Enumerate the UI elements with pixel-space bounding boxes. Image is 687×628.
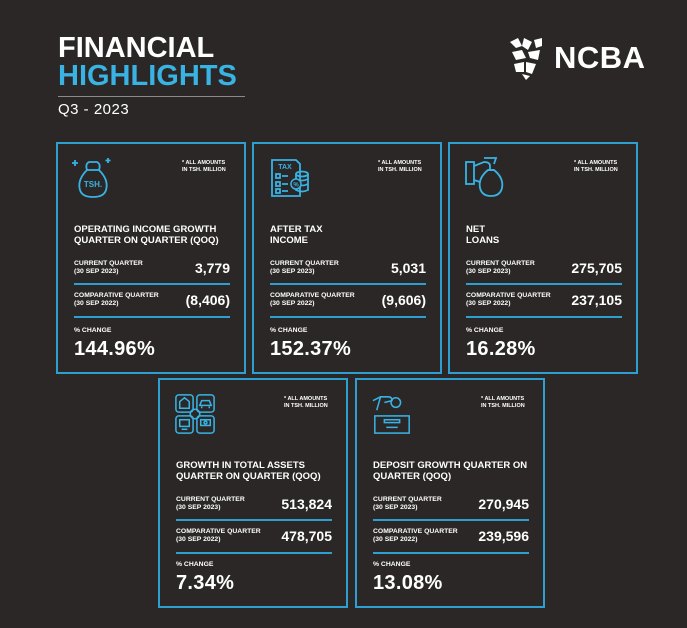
card-heading: NET LOANS [466, 224, 500, 246]
comparative-quarter-label: COMPARATIVE QUARTER [466, 292, 551, 299]
current-quarter-label: CURRENT QUARTER [74, 260, 143, 267]
row-divider [74, 283, 230, 285]
change-value: 13.08% [373, 572, 443, 594]
comparative-quarter-row: COMPARATIVE QUARTER (30 SEP 2022) (9,606) [270, 292, 426, 308]
row-divider [270, 283, 426, 285]
amounts-note: * ALL AMOUNTS IN TSH. MILLION [182, 160, 226, 173]
card-heading: AFTER TAX INCOME [270, 224, 323, 246]
comparative-quarter-date: (30 SEP 2022) [466, 300, 511, 307]
comparative-quarter-label: COMPARATIVE QUARTER [74, 292, 159, 299]
card-operating-income: TSH. * ALL AMOUNTS IN TSH. MILLION OPERA… [56, 142, 246, 374]
comparative-quarter-label: COMPARATIVE QUARTER [270, 292, 355, 299]
logo-text: NCBA [554, 40, 646, 75]
card-after-tax-income: TAX % * ALL AMOUNTS IN TSH. MILLION AFTE… [252, 142, 442, 374]
comparative-quarter-value: 239,596 [478, 528, 529, 544]
change-value: 7.34% [176, 572, 235, 594]
amounts-note: * ALL AMOUNTS IN TSH. MILLION [574, 160, 618, 173]
comparative-quarter-date: (30 SEP 2022) [176, 536, 221, 543]
current-quarter-date: (30 SEP 2023) [176, 504, 221, 511]
current-quarter-row: CURRENT QUARTER (30 SEP 2023) 3,779 [74, 260, 230, 276]
current-quarter-label: CURRENT QUARTER [466, 260, 535, 267]
row-divider [176, 519, 332, 521]
comparative-quarter-row: COMPARATIVE QUARTER (30 SEP 2022) 239,596 [373, 528, 529, 544]
current-quarter-row: CURRENT QUARTER (30 SEP 2023) 275,705 [466, 260, 622, 276]
comparative-quarter-label: COMPARATIVE QUARTER [176, 528, 261, 535]
comparative-quarter-row: COMPARATIVE QUARTER (30 SEP 2022) 237,105 [466, 292, 622, 308]
card-deposit-growth: * ALL AMOUNTS IN TSH. MILLION DEPOSIT GR… [355, 378, 545, 608]
current-quarter-value: 513,824 [281, 496, 332, 512]
title-divider [58, 96, 245, 97]
svg-text:%: % [293, 183, 299, 189]
comparative-quarter-value: 478,705 [281, 528, 332, 544]
current-quarter-date: (30 SEP 2023) [74, 268, 119, 275]
row-divider [373, 552, 529, 554]
row-divider [74, 316, 230, 318]
card-total-assets: * ALL AMOUNTS IN TSH. MILLION GROWTH IN … [158, 378, 348, 608]
assets-grid-icon [175, 394, 215, 434]
amounts-note: * ALL AMOUNTS IN TSH. MILLION [284, 396, 328, 409]
change-label: % CHANGE [466, 327, 504, 334]
page-title: FINANCIAL HIGHLIGHTS [58, 32, 237, 92]
current-quarter-label: CURRENT QUARTER [373, 496, 442, 503]
current-quarter-row: CURRENT QUARTER (30 SEP 2023) 513,824 [176, 496, 332, 512]
row-divider [176, 552, 332, 554]
comparative-quarter-date: (30 SEP 2022) [270, 300, 315, 307]
card-net-loans: * ALL AMOUNTS IN TSH. MILLION NET LOANS … [448, 142, 638, 374]
comparative-quarter-label: COMPARATIVE QUARTER [373, 528, 458, 535]
card-heading: DEPOSIT GROWTH QUARTER ON QUARTER (QOQ) [373, 460, 528, 482]
current-quarter-value: 270,945 [478, 496, 529, 512]
ncba-mark-icon [510, 38, 542, 80]
money-bag-icon: TSH. [72, 158, 111, 198]
row-divider [466, 316, 622, 318]
current-quarter-value: 5,031 [390, 260, 426, 276]
title-line-1: FINANCIAL [58, 32, 215, 64]
money-bag-label: TSH. [84, 180, 102, 189]
ncba-logo: NCBA [508, 36, 646, 80]
change-value: 144.96% [74, 338, 156, 360]
period-label: Q3 - 2023 [58, 101, 130, 118]
change-label: % CHANGE [74, 327, 112, 334]
comparative-quarter-value: (8,406) [185, 292, 230, 308]
comparative-quarter-date: (30 SEP 2022) [373, 536, 418, 543]
current-quarter-date: (30 SEP 2023) [373, 504, 418, 511]
change-value: 152.37% [270, 338, 352, 360]
card-heading: GROWTH IN TOTAL ASSETS QUARTER ON QUARTE… [176, 460, 321, 482]
comparative-quarter-row: COMPARATIVE QUARTER (30 SEP 2022) (8,406) [74, 292, 230, 308]
amounts-note: * ALL AMOUNTS IN TSH. MILLION [481, 396, 525, 409]
change-label: % CHANGE [373, 561, 411, 568]
row-divider [270, 316, 426, 318]
comparative-quarter-row: COMPARATIVE QUARTER (30 SEP 2022) 478,705 [176, 528, 332, 544]
tax-label: TAX [278, 164, 292, 171]
change-label: % CHANGE [176, 561, 214, 568]
current-quarter-date: (30 SEP 2023) [466, 268, 511, 275]
tax-document-icon: TAX % [271, 159, 309, 197]
current-quarter-row: CURRENT QUARTER (30 SEP 2023) 5,031 [270, 260, 426, 276]
card-heading: OPERATING INCOME GROWTH QUARTER ON QUART… [74, 224, 219, 246]
change-value: 16.28% [466, 338, 536, 360]
current-quarter-label: CURRENT QUARTER [176, 496, 245, 503]
hand-money-bag-icon [465, 157, 504, 197]
comparative-quarter-value: 237,105 [571, 292, 622, 308]
current-quarter-row: CURRENT QUARTER (30 SEP 2023) 270,945 [373, 496, 529, 512]
current-quarter-value: 275,705 [571, 260, 622, 276]
deposit-box-icon [372, 396, 410, 434]
current-quarter-label: CURRENT QUARTER [270, 260, 339, 267]
row-divider [466, 283, 622, 285]
title-line-2: HIGHLIGHTS [58, 60, 237, 92]
change-label: % CHANGE [270, 327, 308, 334]
comparative-quarter-value: (9,606) [381, 292, 426, 308]
amounts-note: * ALL AMOUNTS IN TSH. MILLION [378, 160, 422, 173]
current-quarter-value: 3,779 [194, 260, 230, 276]
comparative-quarter-date: (30 SEP 2022) [74, 300, 119, 307]
current-quarter-date: (30 SEP 2023) [270, 268, 315, 275]
row-divider [373, 519, 529, 521]
